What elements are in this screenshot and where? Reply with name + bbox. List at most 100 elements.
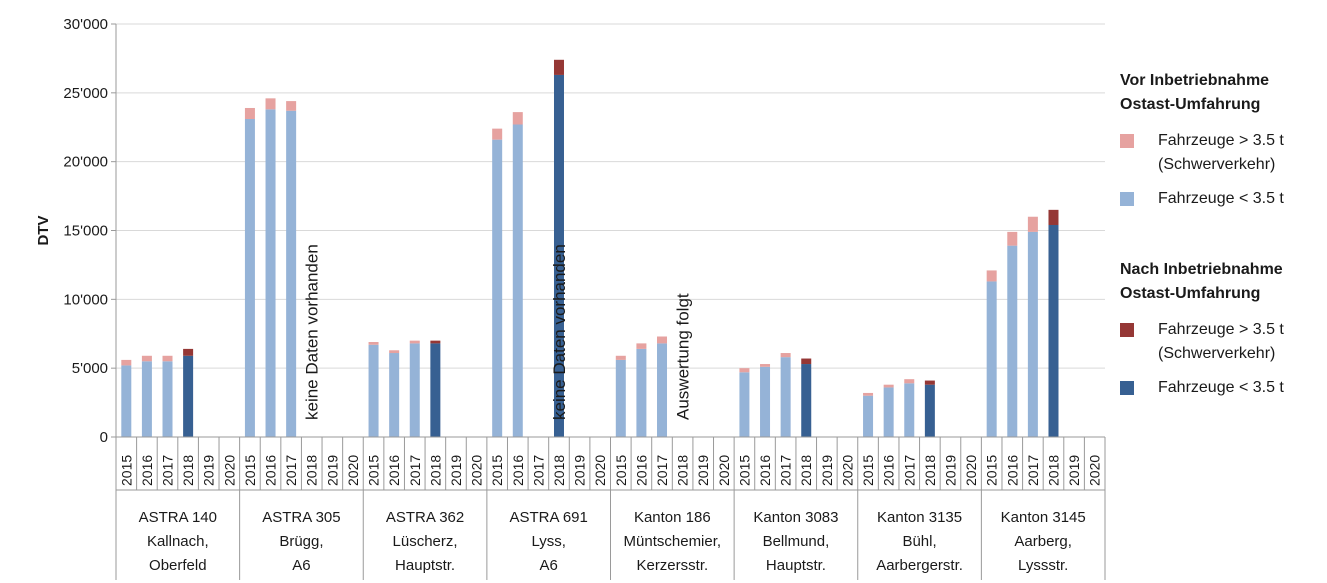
bar-light-vehicles — [368, 344, 379, 437]
year-tick-label: 2015 — [984, 455, 1000, 486]
legend-swatch — [1120, 134, 1134, 148]
category-label: ASTRA 140 — [139, 509, 217, 526]
year-tick-label: 2019 — [695, 455, 711, 486]
year-tick-label: 2016 — [633, 455, 649, 486]
bar-light-vehicles — [265, 109, 276, 437]
bar-light-vehicles — [657, 343, 668, 437]
year-tick-label: 2016 — [386, 455, 402, 486]
year-tick-label: 2018 — [180, 455, 196, 486]
bar-heavy-vehicles — [863, 392, 874, 396]
bar-light-vehicles — [141, 361, 152, 437]
bar-heavy-vehicles — [1027, 216, 1038, 232]
category-label: Kerzersstr. — [636, 557, 708, 574]
year-tick-label: 2018 — [798, 455, 814, 486]
bar-note: keine Daten vorhanden — [303, 244, 322, 420]
legend-section-title: Nach Inbetriebnahme — [1120, 261, 1283, 278]
year-tick-label: 2015 — [736, 455, 752, 486]
bar-light-vehicles — [389, 353, 400, 437]
year-tick-label: 2020 — [839, 455, 855, 486]
year-tick-label: 2015 — [613, 455, 629, 486]
category-label: A6 — [292, 557, 310, 574]
year-tick-label: 2017 — [283, 455, 299, 486]
bar-heavy-vehicles — [739, 368, 750, 373]
year-tick-label: 2018 — [427, 455, 443, 486]
axes — [111, 23, 1106, 580]
bar-heavy-vehicles — [636, 343, 647, 349]
year-tick-label: 2018 — [1045, 455, 1061, 486]
bar-notes: keine Daten vorhanden keine Daten vorhand… — [303, 244, 693, 420]
category-label: Kallnach, — [147, 533, 209, 550]
bar-heavy-vehicles — [286, 101, 297, 111]
legend-swatch — [1120, 192, 1134, 206]
bar-heavy-vehicles — [492, 128, 503, 140]
category-label: Lüscherz, — [393, 533, 458, 550]
category-label: Lyss, — [531, 533, 565, 550]
year-tick-label: 2020 — [221, 455, 237, 486]
year-tick-label: 2018 — [675, 455, 691, 486]
year-tick-label: 2018 — [551, 455, 567, 486]
bar-light-vehicles — [553, 74, 564, 437]
year-tick-label: 2020 — [345, 455, 361, 486]
legend-label: Fahrzeuge > 3.5 t — [1158, 321, 1284, 338]
category-label: Aarbergerstr. — [876, 557, 963, 574]
year-tick-label: 2019 — [201, 455, 217, 486]
legend-label: Fahrzeuge > 3.5 t — [1158, 132, 1284, 149]
bar-heavy-vehicles — [780, 353, 791, 358]
year-tick-label: 2020 — [592, 455, 608, 486]
year-tick-label: 2015 — [118, 455, 134, 486]
bar-light-vehicles — [162, 361, 173, 437]
gridlines — [116, 23, 1105, 369]
bar-heavy-vehicles — [368, 342, 379, 345]
year-tick-label: 2017 — [530, 455, 546, 486]
y-tick-label: 25'000 — [63, 85, 108, 102]
year-tick-label: 2017 — [1025, 455, 1041, 486]
bar-light-vehicles — [512, 124, 523, 437]
year-tick-label: 2018 — [922, 455, 938, 486]
bar-light-vehicles — [863, 395, 874, 437]
year-tick-label: 2016 — [1004, 455, 1020, 486]
year-tick-label: 2015 — [489, 455, 505, 486]
legend: Vor Inbetriebnahme Ostast-Umfahrung Fahrze… — [1120, 72, 1284, 396]
category-label: Oberfeld — [149, 557, 207, 574]
bars — [121, 59, 1059, 438]
bar-heavy-vehicles — [986, 270, 997, 282]
year-tick-label: 2019 — [1066, 455, 1082, 486]
year-tick-label: 2016 — [510, 455, 526, 486]
bar-heavy-vehicles — [162, 355, 173, 362]
bar-heavy-vehicles — [657, 336, 668, 344]
bar-light-vehicles — [492, 139, 503, 437]
y-tick-label: 15'000 — [63, 223, 108, 240]
y-axis-label: DTV — [35, 216, 52, 246]
bar-light-vehicles — [1027, 231, 1038, 437]
bar-light-vehicles — [1007, 245, 1018, 437]
category-label: ASTRA 691 — [509, 509, 587, 526]
category-label: ASTRA 305 — [262, 509, 340, 526]
y-tick-labels: 0 5'000 10'000 15'000 20'000 25'000 30'000 — [63, 16, 108, 446]
bar-light-vehicles — [904, 383, 915, 437]
category-label: Kanton 186 — [634, 509, 711, 526]
bar-heavy-vehicles — [409, 340, 420, 344]
bar-light-vehicles — [615, 359, 626, 437]
category-label: Bühl, — [902, 533, 936, 550]
category-label: Kanton 3083 — [753, 509, 838, 526]
category-label: Brügg, — [279, 533, 323, 550]
bar-heavy-vehicles — [244, 107, 255, 119]
year-tick-label: 2020 — [1087, 455, 1103, 486]
category-label: Kanton 3135 — [877, 509, 962, 526]
year-tick-label: 2019 — [448, 455, 464, 486]
year-tick-label: 2020 — [716, 455, 732, 486]
bar-light-vehicles — [430, 343, 441, 437]
bar-heavy-vehicles — [430, 340, 441, 344]
y-tick-label: 20'000 — [63, 154, 108, 171]
bar-heavy-vehicles — [904, 379, 915, 384]
category-label: Hauptstr. — [766, 557, 826, 574]
bar-heavy-vehicles — [265, 98, 276, 110]
year-tick-label: 2019 — [942, 455, 958, 486]
bar-light-vehicles — [986, 281, 997, 437]
bar-light-vehicles — [780, 357, 791, 437]
bar-heavy-vehicles — [883, 384, 894, 388]
year-tick-label: 2018 — [304, 455, 320, 486]
category-label: Kanton 3145 — [1001, 509, 1086, 526]
